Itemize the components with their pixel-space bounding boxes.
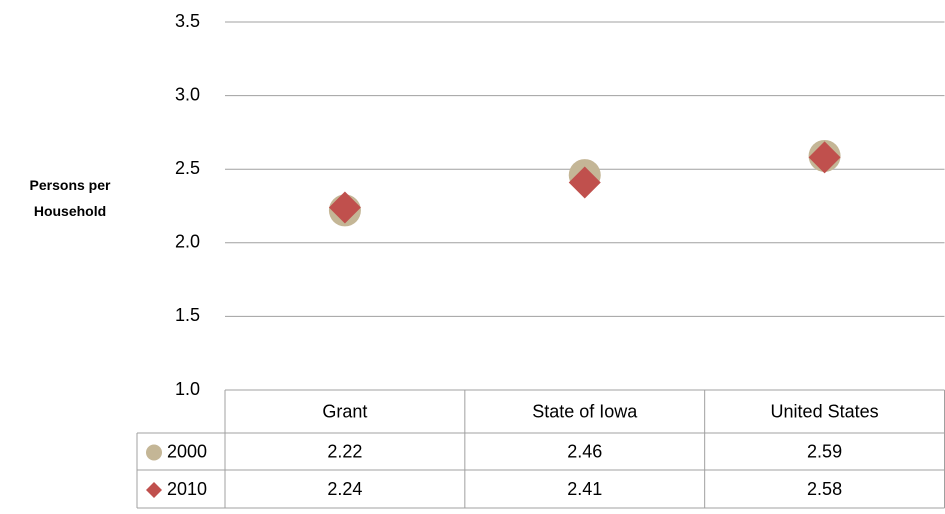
marker [568, 166, 601, 199]
y-axis-label: Persons per Household [29, 177, 111, 219]
y-tick-label: 1.5 [175, 305, 200, 325]
y-tick-label: 2.5 [175, 158, 200, 178]
table-value: 2.58 [807, 479, 842, 499]
table-value: 2.59 [807, 441, 842, 461]
x-tick-label: State of Iowa [532, 401, 638, 421]
table-value: 2.41 [567, 479, 602, 499]
table-value: 2.24 [327, 479, 362, 499]
table-value: 2.46 [567, 441, 602, 461]
marker [328, 191, 361, 224]
y-tick-label: 3.5 [175, 11, 200, 31]
legend-marker [146, 482, 162, 498]
legend-label: 2010 [167, 479, 207, 499]
legend-label: 2000 [167, 441, 207, 461]
y-tick-label: 3.0 [175, 84, 200, 104]
x-tick-label: United States [771, 401, 879, 421]
legend-marker [146, 444, 162, 461]
marker [808, 141, 841, 174]
x-tick-label: Grant [322, 401, 367, 421]
y-tick-label: 2.0 [175, 232, 200, 252]
table-value: 2.22 [327, 441, 362, 461]
y-tick-label: 1.0 [175, 379, 200, 399]
